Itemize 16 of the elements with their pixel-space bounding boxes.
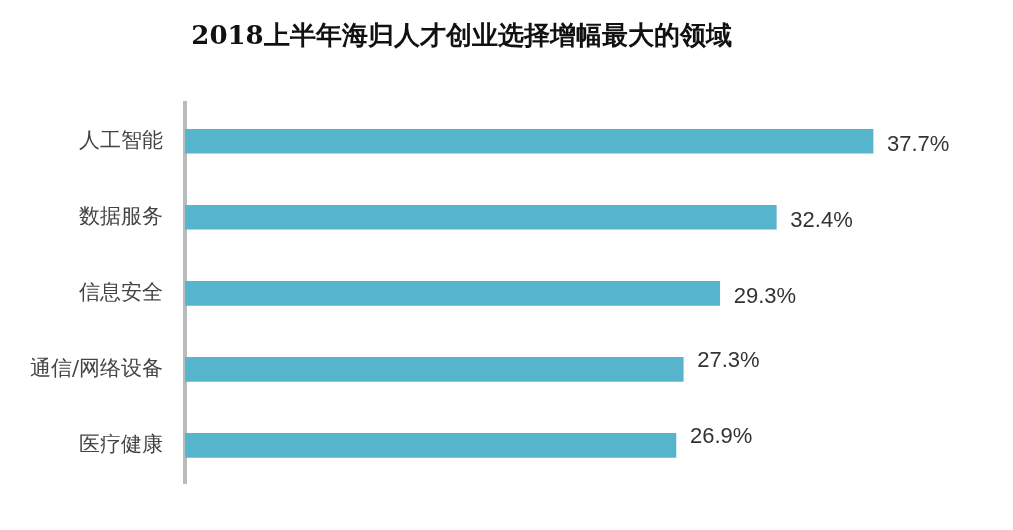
- data-label: 27.3%: [697, 347, 760, 373]
- bar: [185, 280, 721, 306]
- bar: [185, 128, 874, 154]
- bar: [185, 433, 677, 458]
- bar: [185, 357, 684, 382]
- y-tick-label: 通信/网络设备: [30, 355, 164, 380]
- y-tick-label: 数据服务: [79, 203, 164, 228]
- data-label: 29.3%: [733, 283, 797, 309]
- data-label: 26.9%: [689, 423, 753, 449]
- data-label: 37.7%: [887, 131, 950, 157]
- bar: [185, 204, 777, 230]
- y-tick-label: 人工智能: [79, 127, 164, 152]
- y-tick-label: 医疗健康: [79, 431, 164, 456]
- y-tick-label: 信息安全: [79, 279, 164, 304]
- chart-title: 2018上半年海归人才创业选择增幅最大的领域: [191, 20, 732, 51]
- data-label: 32.4%: [790, 207, 853, 233]
